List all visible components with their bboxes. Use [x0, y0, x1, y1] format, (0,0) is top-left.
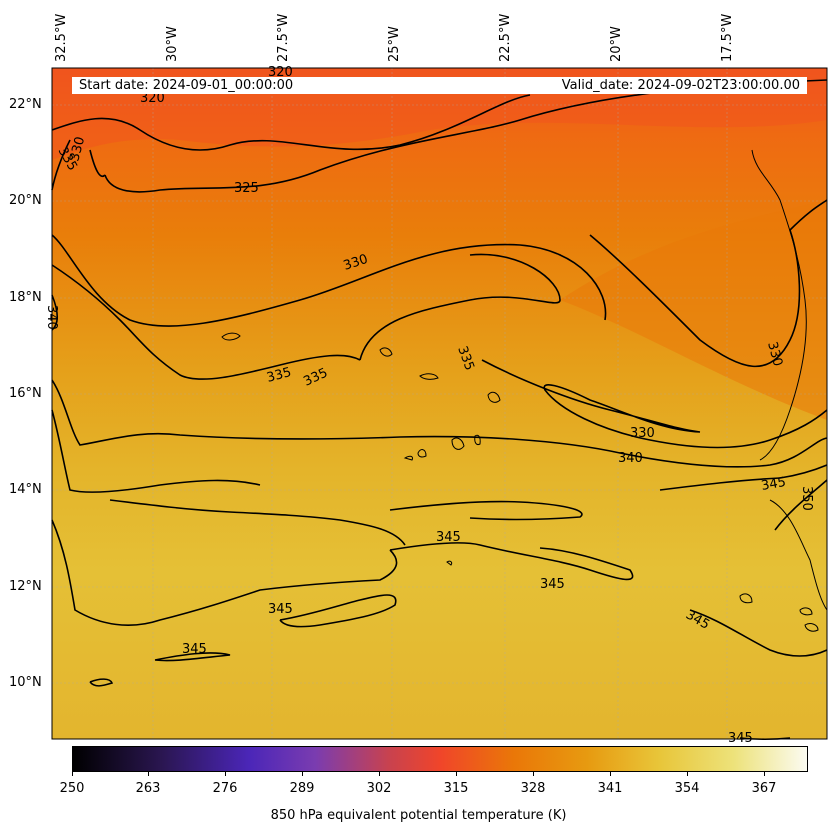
- latitude-label: 10°N: [9, 675, 42, 690]
- colorbar-tick-mark: [148, 772, 149, 776]
- contour-label: 345: [268, 602, 293, 617]
- colorbar-tick-label: 341: [597, 781, 623, 796]
- longitude-label: 32.5°W: [54, 13, 69, 62]
- colorbar-tick-mark: [302, 772, 303, 776]
- contour-label: 330: [342, 252, 370, 274]
- latitude-label: 16°N: [9, 386, 42, 401]
- temperature-field: [52, 68, 827, 739]
- contour-label: 325: [234, 181, 259, 196]
- contour-lines: [51, 79, 828, 740]
- contour-label: 330: [67, 135, 88, 163]
- contour-label: 345: [436, 530, 461, 545]
- latitude-label: 20°N: [9, 193, 42, 208]
- colorbar-tick-label: 315: [443, 781, 469, 796]
- colorbar-tick-mark: [72, 772, 73, 776]
- colorbar-tick-label: 250: [59, 781, 85, 796]
- colorbar-tick-mark: [764, 772, 765, 776]
- latitude-label: 12°N: [9, 579, 42, 594]
- map-panel[interactable]: 320 320 335 330 325 330 340 335 335 335 …: [44, 65, 828, 746]
- contour-label: 345: [182, 642, 207, 657]
- latitude-label: 14°N: [9, 482, 42, 497]
- colorbar-tick-mark: [533, 772, 534, 776]
- longitude-label: 22.5°W: [498, 13, 513, 62]
- colorbar: [72, 746, 808, 772]
- colorbar-tick-mark: [379, 772, 380, 776]
- contour-label: 330: [764, 340, 785, 368]
- colorbar-tick-mark: [225, 772, 226, 776]
- colorbar-tick-mark: [456, 772, 457, 776]
- graticule: [52, 68, 827, 739]
- start-date-label: Start date: 2024-09-01_00:00:00: [79, 78, 294, 93]
- contour-label: 320: [140, 91, 165, 106]
- latitude-label: 18°N: [9, 290, 42, 305]
- contour-label: 345: [760, 475, 787, 494]
- contour-label: 330: [630, 426, 655, 441]
- colorbar-tick-label: 289: [289, 781, 315, 796]
- colorbar-tick-label: 263: [135, 781, 161, 796]
- coastlines: [221, 149, 828, 632]
- valid-date-label: Valid_date: 2024-09-02T23:00:00.00: [561, 78, 800, 93]
- latitude-label: 22°N: [9, 97, 42, 112]
- colorbar-tick-label: 302: [366, 781, 392, 796]
- colorbar-tick-label: 367: [751, 781, 777, 796]
- contour-label: 345: [540, 577, 565, 592]
- longitude-label: 17.5°W: [720, 13, 735, 62]
- contour-label: 340: [618, 451, 643, 466]
- longitude-label: 20°W: [609, 26, 624, 62]
- longitude-label: 25°W: [387, 26, 402, 62]
- longitude-label: 30°W: [165, 26, 180, 62]
- colorbar-tick-label: 276: [212, 781, 238, 796]
- longitude-label: 27.5°W: [276, 13, 291, 62]
- contour-label-group: 320 320 335 330 325 330 340 335 335 335 …: [44, 65, 814, 746]
- header-box: [72, 77, 807, 94]
- contour-label: 320: [268, 65, 293, 80]
- orange-region: [560, 200, 827, 420]
- colorbar-tick-label: 328: [520, 781, 546, 796]
- colorbar-tick-label: 354: [674, 781, 700, 796]
- contour-label: 335: [265, 365, 293, 386]
- contour-label: 350: [799, 486, 814, 511]
- map-frame: [51, 67, 828, 740]
- colorbar-tick-mark: [610, 772, 611, 776]
- colorbar-tick-mark: [687, 772, 688, 776]
- colorbar-title: 850 hPa equivalent potential temperature…: [270, 808, 567, 823]
